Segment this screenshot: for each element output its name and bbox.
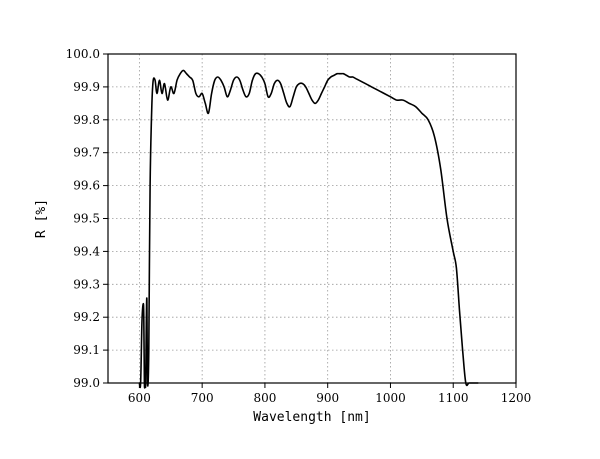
y-tick-label: 99.4	[73, 244, 100, 258]
x-tick-label: 1000	[375, 391, 406, 405]
y-tick-label: 99.7	[73, 146, 100, 160]
x-tick-label: 1100	[438, 391, 469, 405]
x-tick-label: 800	[253, 391, 276, 405]
plot-area	[138, 69, 479, 389]
x-axis-title: Wavelength [nm]	[253, 410, 370, 425]
y-tick-label: 99.2	[73, 310, 100, 324]
y-tick-label: 99.9	[73, 80, 100, 94]
x-tick-label: 900	[316, 391, 339, 405]
y-tick-labels: 99.0 99.1 99.2 99.3 99.4 99.5 99.6 99.7 99.8 99.9…	[66, 47, 101, 390]
y-tick-label: 99.0	[73, 376, 100, 390]
axis-ticks	[103, 53, 517, 388]
y-tick-label: 99.1	[73, 343, 100, 357]
y-tick-label: 99.3	[73, 277, 100, 291]
grid	[108, 54, 516, 383]
x-tick-label: 1200	[501, 391, 532, 405]
y-axis-title: R [%]	[34, 199, 49, 238]
reflectance-line	[138, 69, 479, 389]
y-tick-label: 100.0	[66, 47, 100, 61]
y-tick-label: 99.5	[73, 212, 100, 226]
y-tick-label: 99.6	[73, 179, 100, 193]
y-tick-label: 99.8	[73, 113, 100, 127]
x-tick-label: 600	[128, 391, 151, 405]
x-tick-label: 700	[191, 391, 214, 405]
x-tick-labels: 600 700 800 900 1000 1100 1200	[128, 391, 531, 405]
